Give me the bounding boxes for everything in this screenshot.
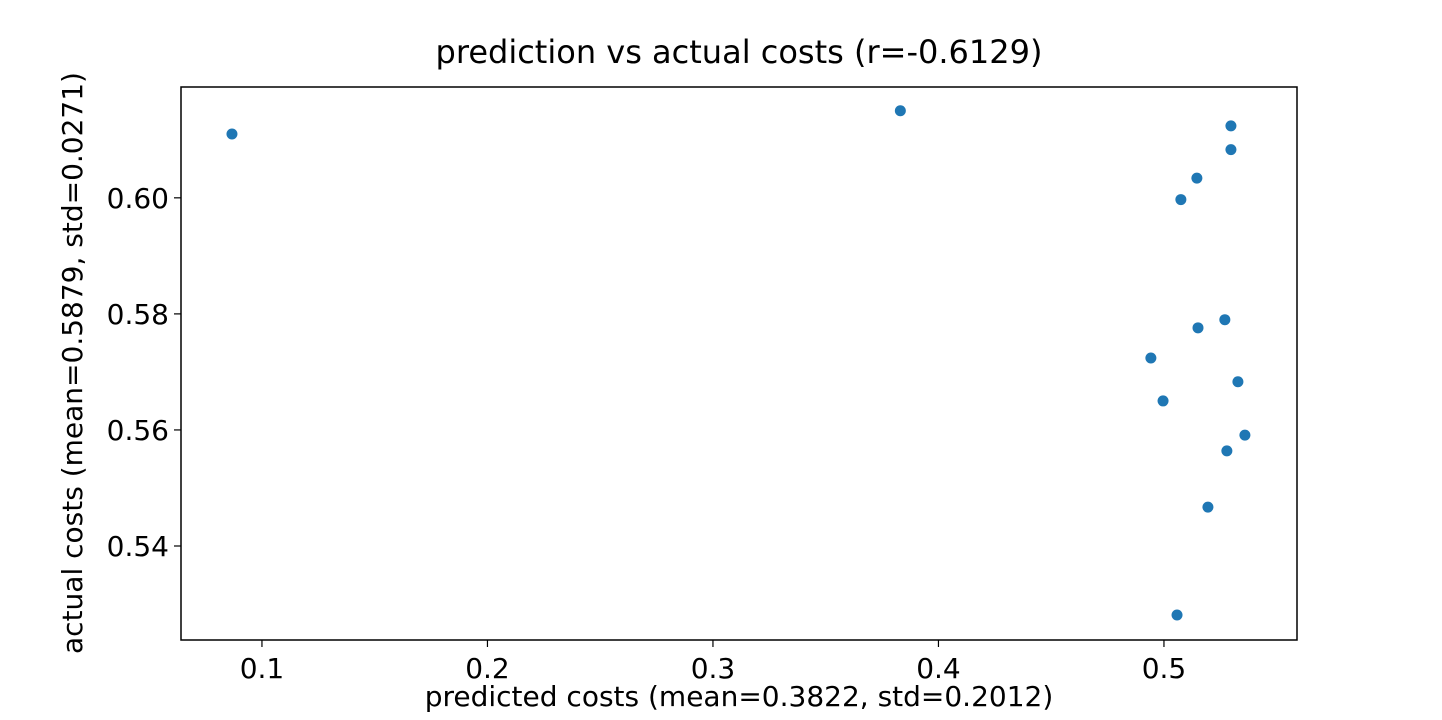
x-tick-label: 0.3 bbox=[691, 652, 736, 685]
point bbox=[1192, 322, 1204, 334]
y-axis-label: actual costs (mean=0.5879, std=0.0271) bbox=[56, 72, 89, 654]
point bbox=[1202, 501, 1214, 513]
plot-frame bbox=[180, 86, 1298, 641]
x-tick-label: 0.2 bbox=[465, 652, 510, 685]
x-tick-label: 0.5 bbox=[1142, 652, 1187, 685]
point bbox=[226, 128, 238, 140]
x-tick-label: 0.1 bbox=[240, 652, 285, 685]
point bbox=[1221, 445, 1233, 457]
point bbox=[1157, 395, 1169, 407]
chart-title: prediction vs actual costs (r=-0.6129) bbox=[436, 33, 1043, 71]
point bbox=[1225, 144, 1237, 156]
y-tick-label: 0.54 bbox=[107, 530, 169, 563]
y-tick-label: 0.60 bbox=[107, 182, 169, 215]
y-tick-label: 0.56 bbox=[107, 414, 169, 447]
x-axis-label: predicted costs (mean=0.3822, std=0.2012… bbox=[425, 680, 1054, 713]
point bbox=[1175, 194, 1187, 206]
point bbox=[1225, 120, 1237, 132]
point bbox=[1239, 429, 1251, 441]
point bbox=[1145, 352, 1157, 364]
point bbox=[1232, 376, 1244, 388]
point bbox=[1171, 609, 1183, 621]
point bbox=[1219, 314, 1231, 326]
point bbox=[894, 105, 906, 117]
point bbox=[1191, 172, 1203, 184]
x-tick-label: 0.4 bbox=[916, 652, 961, 685]
y-tick-label: 0.58 bbox=[107, 298, 169, 331]
